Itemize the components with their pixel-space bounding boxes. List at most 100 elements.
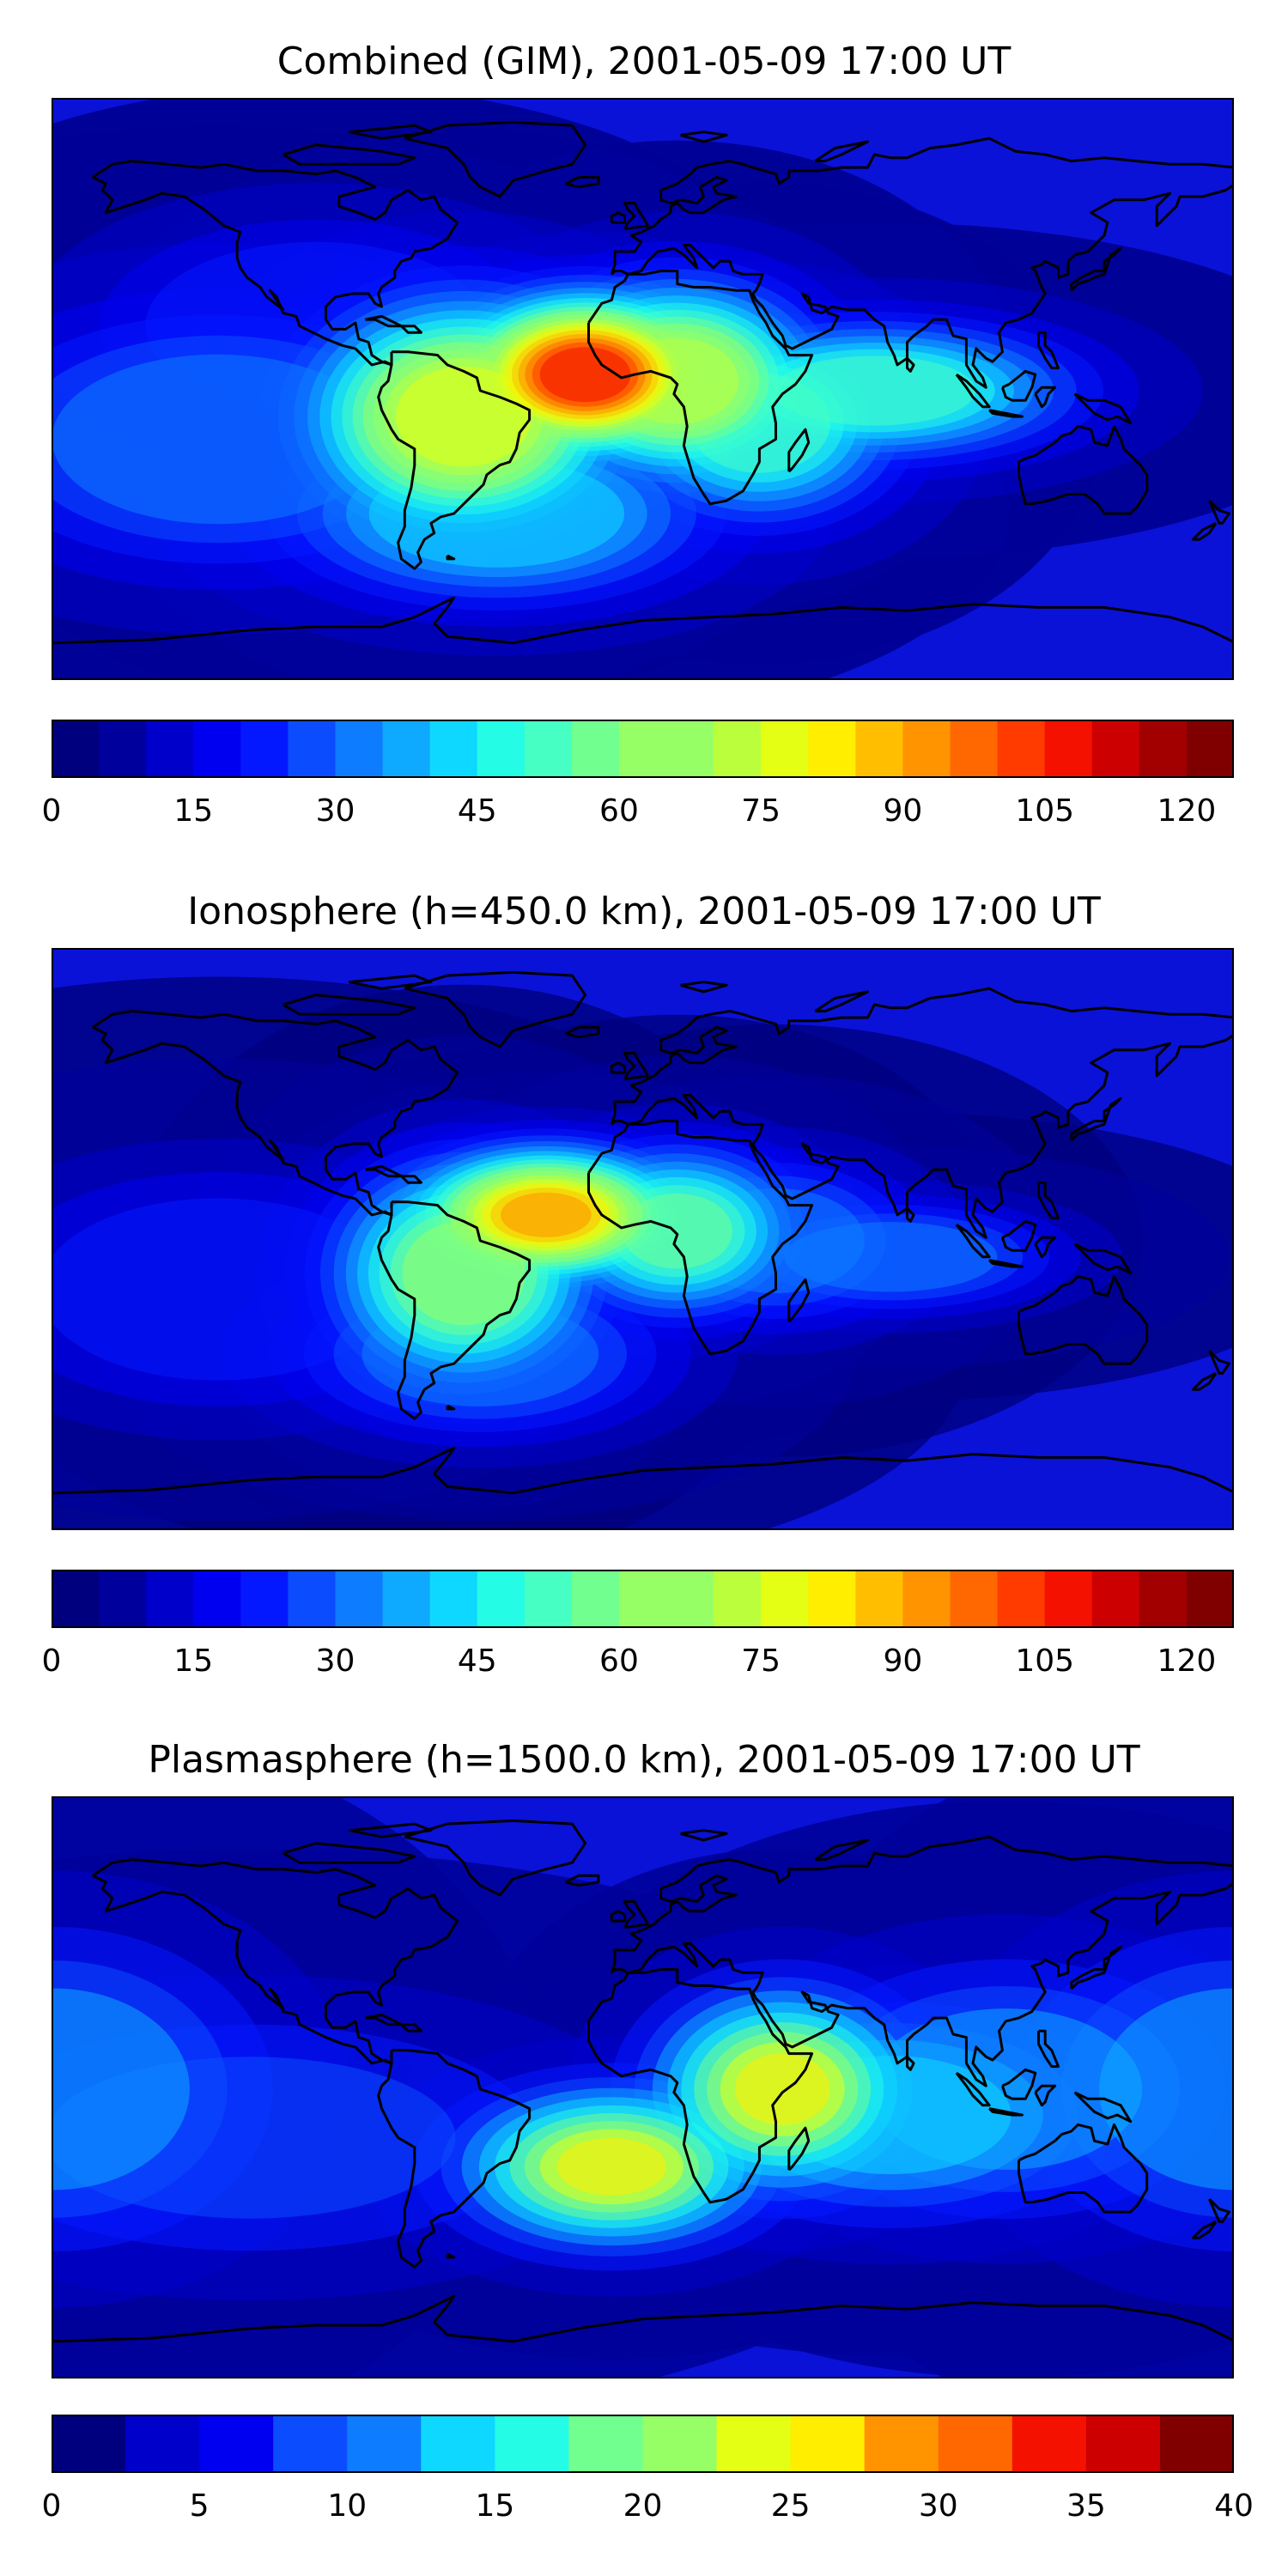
coastline: [1070, 1945, 1122, 1990]
colorbar-swatch: [288, 720, 337, 778]
colorbar-swatch: [666, 720, 714, 778]
coastline: [446, 2252, 456, 2259]
field-contour: [1099, 1988, 1232, 2190]
colorbar-swatch: [193, 720, 241, 778]
coastline: [92, 1858, 459, 2065]
coastline: [53, 2294, 1232, 2343]
colorbar-swatch: [571, 1570, 620, 1628]
colorbar-swatch: [240, 720, 289, 778]
panel-2-colorbar-ticks: 0 15 30 45 60 75 90 105 120: [42, 1638, 1234, 1681]
colorbar-swatch: [495, 2415, 570, 2473]
colorbar-tick-label: 5: [189, 2488, 210, 2524]
coastline: [1073, 2091, 1133, 2123]
colorbar-tick-label: 105: [1015, 1643, 1075, 1679]
colorbar-swatch: [790, 2415, 866, 2473]
colorbar-swatch: [855, 1570, 904, 1628]
coastline: [787, 1278, 811, 1323]
field-contour: [53, 1198, 396, 1381]
colorbar-swatch: [571, 720, 620, 778]
field-contour: [53, 354, 384, 525]
field-contour: [622, 1193, 733, 1269]
colorbar-tick-label: 0: [41, 2488, 62, 2524]
colorbar-swatch: [99, 720, 147, 778]
coastline: [955, 373, 991, 409]
colorbar-swatch: [477, 1570, 526, 1628]
panel-2-heatmap: [53, 970, 1232, 1528]
field-contour: [539, 347, 631, 403]
colorbar-tick-label: 10: [327, 2488, 368, 2524]
coastline: [1191, 2221, 1218, 2239]
colorbar-swatch: [997, 1570, 1046, 1628]
colorbar-tick-label: 60: [599, 793, 639, 829]
coastline: [404, 970, 587, 1048]
field-contour: [735, 2053, 830, 2125]
coastline: [1034, 386, 1057, 409]
coastline: [955, 2071, 991, 2107]
colorbar-swatch: [199, 2415, 274, 2473]
colorbar-frame: [52, 1570, 1234, 1628]
coastline: [611, 1034, 1232, 1239]
colorbar-frame: [52, 720, 1234, 778]
coastline: [955, 1223, 991, 1259]
coastline: [1208, 2198, 1230, 2223]
coastline: [787, 2126, 811, 2172]
panel-3-colorbar: [52, 2415, 1234, 2473]
colorbar-swatch: [618, 720, 667, 778]
colorbar-swatch: [1186, 720, 1234, 778]
colorbar-swatch: [568, 2415, 644, 2473]
colorbar-swatch: [938, 2415, 1013, 2473]
coastline: [814, 1838, 870, 1862]
coastline: [446, 1404, 456, 1411]
coastline: [377, 1200, 532, 1420]
colorbar-swatch: [347, 2415, 422, 2473]
colorbar-tick-label: 30: [918, 2488, 958, 2524]
colorbar-swatch: [997, 720, 1046, 778]
coastline: [623, 1052, 649, 1081]
coastline: [610, 987, 1232, 1125]
colorbar-swatch: [429, 1570, 478, 1628]
coastline: [283, 1842, 416, 1864]
colorbar-swatch: [864, 2415, 939, 2473]
colorbar-swatch: [382, 720, 431, 778]
colorbar-swatch: [273, 2415, 348, 2473]
coastline: [680, 981, 728, 993]
coastline: [349, 974, 433, 990]
coastline: [1073, 392, 1133, 425]
panel-3-map: [52, 1796, 1234, 2379]
colorbar-swatch: [524, 720, 573, 778]
colorbar-swatch: [193, 1570, 241, 1628]
panel-2-map: [52, 948, 1234, 1530]
colorbar-swatch: [1091, 720, 1140, 778]
colorbar-tick-label: 120: [1157, 793, 1217, 829]
colorbar-tick-label: 15: [173, 793, 214, 829]
colorbar-swatch: [1091, 1570, 1140, 1628]
coastline: [1037, 2029, 1060, 2069]
colorbar-swatch: [429, 720, 478, 778]
coastline: [1018, 424, 1149, 515]
colorbar-tick-label: 15: [173, 1643, 214, 1679]
coastline: [1208, 500, 1230, 525]
coastline: [349, 124, 433, 140]
coastline: [377, 350, 532, 570]
field-contour: [501, 1192, 592, 1237]
colorbar-swatch: [808, 1570, 856, 1628]
panel-3-heatmap: [53, 1798, 1232, 2377]
colorbar-swatch: [1159, 2415, 1234, 2473]
colorbar-tick-label: 75: [741, 1643, 781, 1679]
colorbar-swatch: [1085, 2415, 1161, 2473]
coastline: [1018, 1274, 1149, 1365]
field-contour: [784, 1222, 998, 1292]
colorbar-swatch: [99, 1570, 147, 1628]
panel-2-title: Ionosphere (h=450.0 km), 2001-05-09 17:0…: [187, 890, 1101, 933]
colorbar-swatch: [855, 720, 904, 778]
colorbar-tick-label: 35: [1066, 2488, 1106, 2524]
panel-1-colorbar: [52, 720, 1234, 778]
coastline: [623, 202, 649, 231]
colorbar-tick-label: 45: [457, 793, 497, 829]
colorbar-tick-label: 40: [1214, 2488, 1254, 2524]
coastline: [1191, 522, 1218, 541]
coastline: [610, 1910, 626, 1923]
colorbar-swatch: [1012, 2415, 1087, 2473]
colorbar-swatch: [950, 1570, 999, 1628]
coastline: [1018, 2123, 1149, 2214]
